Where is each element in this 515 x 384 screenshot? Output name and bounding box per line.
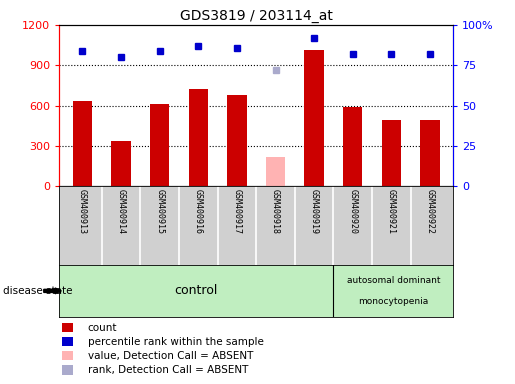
Text: rank, Detection Call = ABSENT: rank, Detection Call = ABSENT	[88, 365, 248, 375]
Bar	[73, 101, 92, 186]
Text: GSM400920: GSM400920	[348, 189, 357, 233]
Text: count: count	[88, 323, 117, 333]
Bar	[188, 89, 208, 186]
Bar	[420, 121, 440, 186]
Text: value, Detection Call = ABSENT: value, Detection Call = ABSENT	[88, 351, 253, 361]
Text: GSM400916: GSM400916	[194, 189, 203, 233]
Text: monocytopenia: monocytopenia	[358, 297, 428, 306]
Bar	[343, 107, 363, 186]
Title: GDS3819 / 203114_at: GDS3819 / 203114_at	[180, 8, 333, 23]
Text: percentile rank within the sample: percentile rank within the sample	[88, 337, 264, 347]
Bar	[334, 265, 453, 317]
Bar	[111, 141, 131, 186]
Bar	[382, 121, 401, 186]
Text: GSM400915: GSM400915	[155, 189, 164, 233]
Bar	[227, 95, 247, 186]
Bar	[150, 104, 169, 186]
Text: GSM400919: GSM400919	[310, 189, 319, 233]
Text: GSM400913: GSM400913	[78, 189, 87, 233]
Text: GSM400914: GSM400914	[116, 189, 126, 233]
Text: GSM400921: GSM400921	[387, 189, 396, 233]
Text: GSM400918: GSM400918	[271, 189, 280, 233]
Text: GSM400922: GSM400922	[425, 189, 435, 233]
Bar	[266, 157, 285, 186]
Text: autosomal dominant: autosomal dominant	[347, 276, 440, 285]
Text: GSM400917: GSM400917	[232, 189, 242, 233]
Text: control: control	[175, 285, 218, 297]
Text: disease state: disease state	[3, 286, 72, 296]
Bar	[304, 50, 324, 186]
